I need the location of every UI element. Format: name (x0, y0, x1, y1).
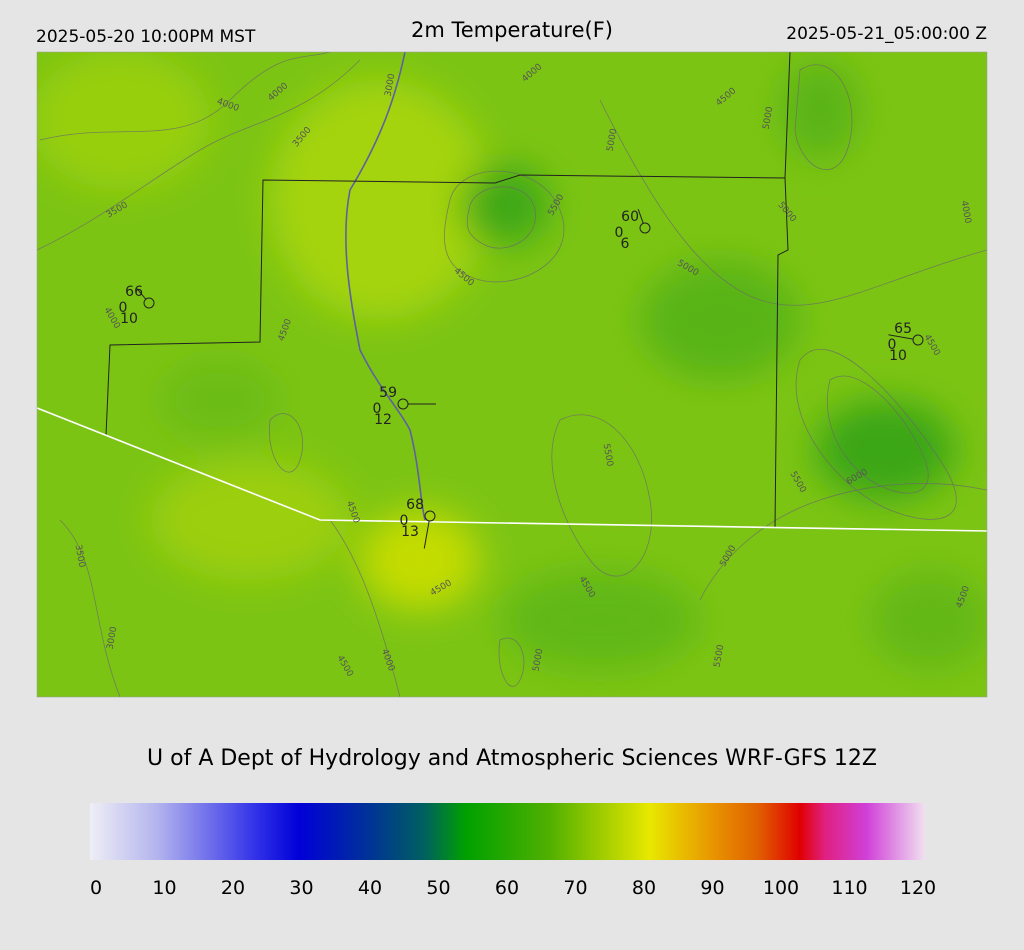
station-bottom-value: 10 (889, 348, 907, 364)
colorbar-tick-label: 40 (358, 877, 382, 899)
colorbar-tick-label: 20 (221, 877, 245, 899)
contour-label: 5000 (606, 128, 620, 153)
colorbar-tick-label: 110 (831, 877, 867, 899)
station-circle (912, 334, 924, 346)
international-border (37, 407, 987, 532)
contour-label: 5500 (601, 443, 615, 468)
temperature-field (37, 52, 987, 670)
colorbar-tick-label: 80 (632, 877, 656, 899)
colorbar-tick-label: 0 (90, 877, 102, 899)
wind-barb (135, 287, 147, 300)
river (345, 52, 426, 521)
station-left-value: 0 (373, 401, 382, 417)
station-temperature: 66 (125, 284, 143, 300)
contour-label: 5000 (762, 106, 776, 131)
colorbar-tick-label: 30 (289, 877, 313, 899)
contour-label: 3500 (73, 544, 87, 569)
colorbar-tick-label: 60 (495, 877, 519, 899)
station-bottom-value: 6 (621, 236, 630, 252)
station-circle (424, 510, 436, 522)
wind-barb (637, 209, 644, 224)
station-circle (639, 222, 651, 234)
station-circle (143, 297, 155, 309)
station-bottom-value: 10 (120, 311, 138, 327)
contour-label: 4000 (959, 200, 973, 225)
wind-barb (888, 334, 914, 340)
station-temperature: 60 (621, 209, 639, 225)
colorbar-tick-label: 10 (152, 877, 176, 899)
colorbar-tick-label: 50 (426, 877, 450, 899)
station-left-value: 0 (119, 300, 128, 316)
station-left-value: 0 (615, 225, 624, 241)
wind-barb (423, 520, 430, 549)
colorbar-tick-label: 120 (900, 877, 936, 899)
station-circle (397, 398, 409, 410)
valid-local-time: 2025-05-20 10:00PM MST (36, 27, 256, 47)
station-temperature: 65 (894, 321, 912, 337)
contour-label: 5000 (532, 648, 546, 673)
station-left-value: 0 (400, 513, 409, 529)
elevation-contours (37, 52, 987, 697)
map-title: 2m Temperature(F) (411, 18, 613, 42)
map-frame (36, 51, 988, 698)
county-borders (105, 52, 791, 529)
colorbar (90, 803, 925, 860)
contour-label: 5500 (713, 644, 727, 669)
contour-label: 3000 (384, 73, 398, 98)
credit-footer: U of A Dept of Hydrology and Atmospheric… (147, 746, 877, 771)
station-temperature: 68 (406, 497, 424, 513)
station-temperature: 59 (379, 385, 397, 401)
valid-utc-time: 2025-05-21_05:00:00 Z (786, 24, 987, 44)
station-bottom-value: 13 (401, 524, 419, 540)
station-left-value: 0 (888, 337, 897, 353)
colorbar-tick-label: 70 (563, 877, 587, 899)
station-bottom-value: 12 (374, 412, 392, 428)
colorbar-tick-label: 90 (700, 877, 724, 899)
contour-label: 3000 (106, 626, 120, 651)
colorbar-tick-label: 100 (763, 877, 799, 899)
